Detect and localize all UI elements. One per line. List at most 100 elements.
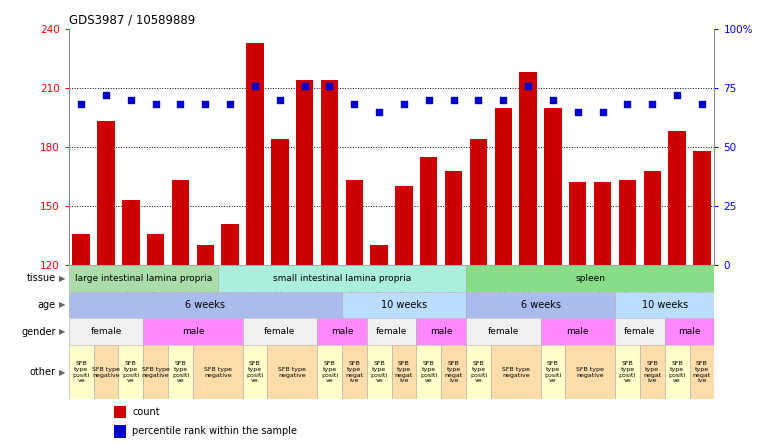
Point	[150, 101, 162, 108]
Point	[448, 96, 460, 103]
Point	[373, 108, 385, 115]
Text: SFB
type
negat
ive: SFB type negat ive	[693, 361, 711, 383]
Text: large intestinal lamina propria: large intestinal lamina propria	[75, 274, 212, 283]
Point	[174, 101, 186, 108]
Point	[597, 108, 609, 115]
Bar	[267, 345, 317, 400]
Bar	[246, 43, 264, 265]
Point	[224, 101, 236, 108]
Bar	[615, 345, 640, 400]
Bar	[69, 345, 93, 400]
Bar	[466, 345, 491, 400]
Bar	[367, 345, 392, 400]
Text: SFB
type
positi
ve: SFB type positi ve	[619, 361, 636, 383]
Bar	[271, 139, 289, 265]
Point	[299, 82, 311, 89]
Bar	[118, 345, 144, 400]
Bar	[342, 292, 466, 318]
Text: male: male	[567, 327, 589, 336]
Bar	[643, 170, 661, 265]
Point	[422, 96, 435, 103]
Text: SFB
type
positi
ve: SFB type positi ve	[172, 361, 189, 383]
Text: ▶: ▶	[59, 274, 66, 283]
Text: ▶: ▶	[59, 327, 66, 336]
Bar	[73, 234, 90, 265]
Bar	[615, 318, 665, 345]
Bar	[69, 265, 218, 292]
Text: SFB
type
positi
ve: SFB type positi ve	[545, 361, 562, 383]
Bar	[668, 131, 686, 265]
Bar	[243, 318, 317, 345]
Text: ▶: ▶	[59, 301, 66, 309]
Bar	[619, 180, 636, 265]
Bar	[420, 157, 438, 265]
Text: SFB type
negative: SFB type negative	[204, 367, 231, 377]
Text: ▶: ▶	[59, 368, 66, 377]
Point	[497, 96, 510, 103]
Point	[472, 96, 484, 103]
Text: spleen: spleen	[575, 274, 605, 283]
Text: age: age	[37, 300, 56, 310]
Bar	[114, 425, 125, 437]
Bar	[491, 345, 541, 400]
Point	[547, 96, 559, 103]
Text: SFB
type
positi
ve: SFB type positi ve	[420, 361, 437, 383]
Text: female: female	[624, 327, 656, 336]
Point	[696, 101, 708, 108]
Point	[100, 91, 112, 99]
Bar	[222, 224, 239, 265]
Text: male: male	[182, 327, 204, 336]
Text: female: female	[376, 327, 407, 336]
Bar	[416, 345, 442, 400]
Text: 10 weeks: 10 weeks	[642, 300, 688, 310]
Bar	[544, 107, 562, 265]
Bar	[615, 292, 714, 318]
Text: SFB
type
positi
ve: SFB type positi ve	[668, 361, 685, 383]
Bar	[466, 292, 615, 318]
Bar	[690, 345, 714, 400]
Point	[671, 91, 683, 99]
Text: female: female	[90, 327, 121, 336]
Bar	[114, 406, 125, 418]
Text: SFB
type
positi
ve: SFB type positi ve	[122, 361, 139, 383]
Bar	[541, 345, 565, 400]
Bar	[371, 245, 388, 265]
Point	[323, 82, 335, 89]
Bar	[640, 345, 665, 400]
Bar	[665, 345, 690, 400]
Text: SFB
type
negat
ive: SFB type negat ive	[345, 361, 364, 383]
Point	[646, 101, 659, 108]
Bar	[144, 345, 168, 400]
Point	[398, 101, 410, 108]
Bar	[321, 80, 338, 265]
Text: SFB
type
negat
ive: SFB type negat ive	[445, 361, 463, 383]
Text: SFB type
negative: SFB type negative	[576, 367, 604, 377]
Bar	[172, 180, 189, 265]
Text: male: male	[331, 327, 353, 336]
Point	[571, 108, 584, 115]
Bar	[470, 139, 487, 265]
Text: percentile rank within the sample: percentile rank within the sample	[132, 426, 297, 436]
Point	[125, 96, 137, 103]
Bar	[416, 318, 466, 345]
Text: SFB type
negative: SFB type negative	[142, 367, 170, 377]
Bar	[97, 121, 115, 265]
Bar	[193, 345, 243, 400]
Bar	[442, 345, 466, 400]
Bar	[144, 318, 243, 345]
Bar	[494, 107, 512, 265]
Text: SFB
type
negat
ive: SFB type negat ive	[643, 361, 662, 383]
Bar	[345, 180, 363, 265]
Bar	[665, 318, 714, 345]
Text: GDS3987 / 10589889: GDS3987 / 10589889	[69, 13, 195, 26]
Bar	[693, 151, 711, 265]
Point	[621, 101, 633, 108]
Bar	[594, 182, 611, 265]
Point	[274, 96, 286, 103]
Bar	[466, 318, 541, 345]
Bar	[569, 182, 587, 265]
Bar	[520, 72, 537, 265]
Bar	[445, 170, 462, 265]
Text: 6 weeks: 6 weeks	[520, 300, 561, 310]
Text: SFB type
negative: SFB type negative	[92, 367, 120, 377]
